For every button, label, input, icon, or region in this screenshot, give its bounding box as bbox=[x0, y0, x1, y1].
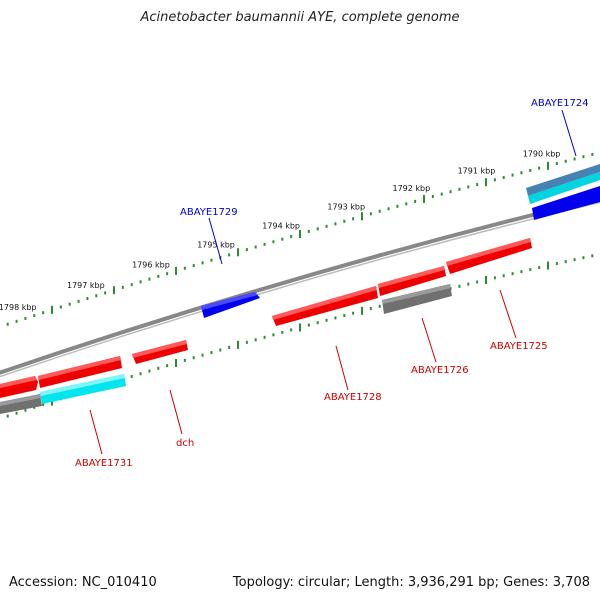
tick-labels: 1798 kbp 1797 kbp 1796 kbp 1795 kbp 1794 kbp… bbox=[0, 149, 560, 312]
tick-label-1794: 1794 kbp bbox=[262, 221, 300, 230]
gene-label-dch[interactable]: dch bbox=[176, 438, 194, 449]
tick-label-1795: 1795 kbp bbox=[197, 241, 235, 250]
tick-label-1796: 1796 kbp bbox=[132, 261, 170, 270]
tick-label-1793: 1793 kbp bbox=[327, 203, 365, 212]
gene-label-pointers bbox=[89, 109, 577, 455]
gene-ABAYE1724-upper[interactable] bbox=[526, 164, 600, 220]
genome-backbone-shadow bbox=[0, 201, 600, 378]
tick-label-1792: 1792 kbp bbox=[393, 184, 431, 193]
tick-label-1798: 1798 kbp bbox=[0, 303, 37, 312]
gene-label-ABAYE1728[interactable]: ABAYE1728 bbox=[324, 392, 382, 403]
upper-tick-ring bbox=[6, 152, 594, 326]
gene-ABAYE1726[interactable] bbox=[378, 266, 446, 296]
gene-ABAYE1729[interactable] bbox=[201, 292, 260, 318]
map-title: Acinetobacter baumannii AYE, complete ge… bbox=[140, 10, 460, 25]
accession-text: Accession: NC_010410 bbox=[9, 575, 157, 590]
tick-label-1791: 1791 kbp bbox=[458, 166, 496, 175]
gene-dch[interactable] bbox=[132, 340, 188, 364]
tick-label-1797: 1797 kbp bbox=[67, 281, 105, 290]
gene-label-ABAYE1724[interactable]: ABAYE1724 bbox=[531, 98, 589, 109]
other-feature-left[interactable] bbox=[0, 394, 42, 414]
gene-ABAYE1725[interactable] bbox=[446, 238, 532, 274]
rna-feature[interactable] bbox=[40, 374, 126, 404]
gene-ABAYE1728[interactable] bbox=[272, 286, 378, 326]
other-feature-right[interactable] bbox=[382, 284, 452, 314]
gene-label-ABAYE1729[interactable]: ABAYE1729 bbox=[180, 207, 238, 218]
gene-features bbox=[0, 164, 600, 414]
gene-ABAYE1731-a[interactable] bbox=[0, 376, 38, 398]
gene-label-ABAYE1726[interactable]: ABAYE1726 bbox=[411, 365, 469, 376]
genome-backbone bbox=[0, 196, 600, 375]
gene-ABAYE1731-b[interactable] bbox=[38, 356, 122, 388]
gene-label-ABAYE1731[interactable]: ABAYE1731 bbox=[75, 458, 133, 469]
genome-summary-text: Topology: circular; Length: 3,936,291 bp… bbox=[232, 575, 590, 590]
tick-label-1790: 1790 kbp bbox=[523, 149, 561, 158]
gene-label-ABAYE1725[interactable]: ABAYE1725 bbox=[490, 341, 548, 352]
